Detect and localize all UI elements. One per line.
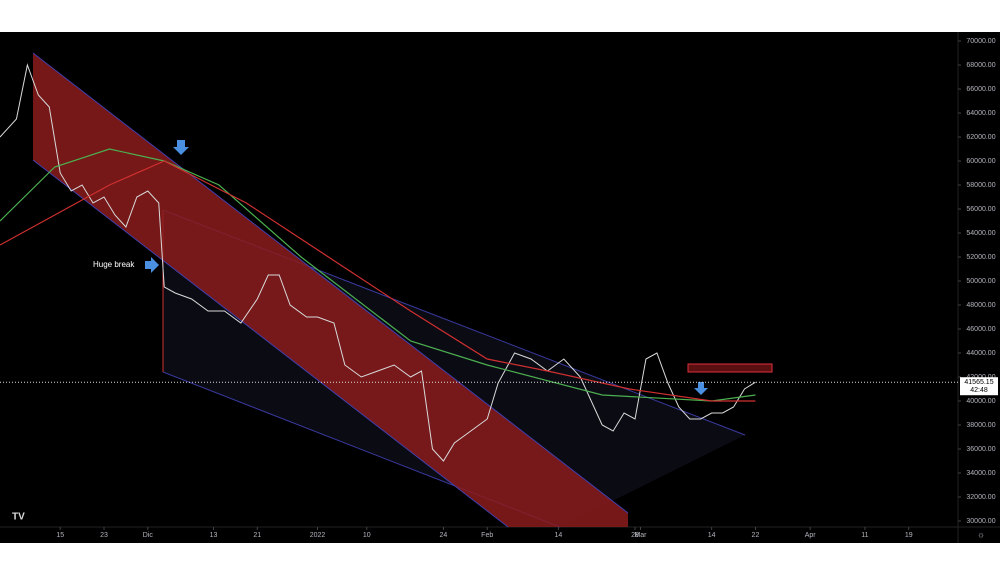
y-tick-label: 44000.00	[966, 350, 995, 357]
y-tick-label: 70000.00	[966, 38, 995, 45]
arrow-icon	[145, 257, 159, 273]
x-tick-label: 10	[363, 532, 371, 539]
x-tick-label: 15	[56, 532, 64, 539]
plot	[0, 63, 756, 462]
x-tick-label: 24	[440, 532, 448, 539]
annotation: Huge break	[93, 260, 135, 269]
x-tick-label: 14	[708, 532, 716, 539]
y-tick-label: 36000.00	[966, 446, 995, 453]
x-tick-label: Feb	[481, 532, 493, 539]
series-line	[0, 148, 756, 402]
y-tick-label: 56000.00	[966, 206, 995, 213]
x-tick-label: 19	[905, 532, 913, 539]
last-price-tag	[960, 377, 998, 396]
x-tick-label: 14	[554, 532, 562, 539]
logo: TV	[12, 512, 25, 523]
x-tick-label: 21	[253, 532, 261, 539]
x-tick-label: 11	[861, 532, 868, 539]
channel-line	[32, 159, 509, 528]
y-tick-label: 50000.00	[966, 278, 995, 285]
x-tick-label: 23	[100, 532, 108, 539]
arrow-icon	[694, 382, 708, 395]
countdown: 42:48	[970, 387, 988, 394]
last-price-label: 41565.15	[964, 379, 993, 386]
y-tick-label: 52000.00	[966, 254, 995, 261]
y-tick-label: 58000.00	[966, 182, 995, 189]
x-tick-label: 13	[210, 532, 218, 539]
x-tick-label: Dic	[143, 532, 154, 539]
settings-icon[interactable]: ☼	[977, 529, 985, 539]
arrow-icon	[173, 140, 189, 155]
y-tick-label: 46000.00	[966, 326, 995, 333]
y-tick-label: 60000.00	[966, 158, 995, 165]
x-tick-label: 22	[752, 532, 760, 539]
channel-line	[32, 52, 629, 514]
y-tick-label: 54000.00	[966, 230, 995, 237]
y-tick-label: 48000.00	[966, 302, 995, 309]
x-tick-label: 2022	[310, 532, 326, 539]
y-tick-label: 32000.00	[966, 494, 995, 501]
y-tick-label: 40000.00	[966, 398, 995, 405]
y-tick-label: 68000.00	[966, 62, 995, 69]
y-tick-label: 38000.00	[966, 422, 995, 429]
x-tick-label: 28	[631, 532, 639, 539]
x-tick-label: Apr	[805, 532, 817, 539]
y-tick-label: 66000.00	[966, 86, 995, 93]
y-tick-label: 34000.00	[966, 470, 995, 477]
series-line	[0, 63, 756, 462]
y-tick-label: 30000.00	[966, 518, 995, 525]
y-tick-label: 64000.00	[966, 110, 995, 117]
channel-band	[33, 53, 628, 527]
series-line	[0, 160, 756, 402]
y-tick-label: 62000.00	[966, 134, 995, 141]
x-tick-label: Mar	[634, 532, 647, 539]
resistance-box	[687, 363, 773, 373]
